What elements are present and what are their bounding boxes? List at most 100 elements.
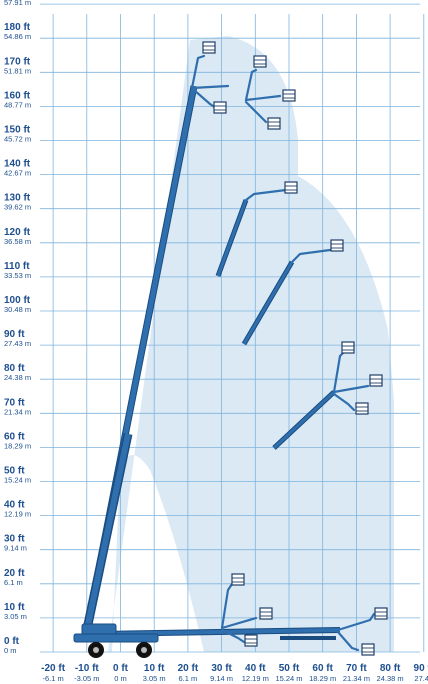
basket-body	[282, 89, 296, 102]
lift-machine	[73, 623, 159, 658]
x-tick-label-m: 18.29 m	[309, 674, 336, 683]
x-tick-label-m: 21.34 m	[343, 674, 370, 683]
x-tick-label-ft: -20 ft	[41, 663, 66, 674]
rear-wheel-hub	[141, 647, 147, 653]
y-tick-label-m: 21.34 m	[4, 407, 31, 416]
y-tick-label-ft: 140 ft	[4, 159, 31, 170]
y-tick-label-ft: 10 ft	[4, 602, 25, 613]
y-tick-label-m: 27.43 m	[4, 339, 31, 348]
jib-arm-120	[290, 248, 332, 264]
platform-basket-icon	[267, 117, 281, 130]
x-tick-label-ft: 40 ft	[245, 663, 266, 674]
basket-body	[231, 573, 245, 586]
jib-arm-ground-up	[220, 582, 234, 630]
platform-basket-icon	[282, 89, 296, 102]
y-tick-label-m: 48.77 m	[4, 100, 31, 109]
basket-body	[284, 181, 298, 194]
jib-arm-140	[244, 188, 288, 202]
y-tick-label-m: 54.86 m	[4, 32, 31, 41]
x-tick-label-m: 27.43	[414, 674, 428, 683]
jib-arm-ground-right	[220, 616, 258, 630]
y-tick-label-ft: 30 ft	[4, 534, 25, 545]
y-tick-label-m: 39.62 m	[4, 203, 31, 212]
boom-positions	[81, 54, 376, 652]
x-tick-label-ft: 80 ft	[380, 663, 401, 674]
platform-basket-icon	[355, 402, 369, 415]
jib-arm-far-up	[336, 612, 376, 632]
y-tick-label-ft: 60 ft	[4, 431, 25, 442]
y-tick-label-m: 51.81 m	[4, 66, 31, 75]
jib-arm-top-up	[190, 54, 206, 90]
basket-body	[374, 607, 388, 620]
x-tick-label-m: 9.14 m	[210, 674, 233, 683]
y-tick-label-ft: 20 ft	[4, 568, 25, 579]
basket-body	[361, 643, 375, 656]
platform-basket-icon	[361, 643, 375, 656]
x-axis-labels: -20 ft-6.1 m -10 ft-3.05 m 0 ft0 m 10 ft3.0…	[41, 663, 428, 683]
boom-position-80ft-fill	[272, 390, 336, 450]
jib-arm-170-down	[244, 100, 268, 124]
y-tick-label-m: 42.67 m	[4, 169, 31, 178]
basket-body	[330, 239, 344, 252]
y-tick-label-ft: 50 ft	[4, 466, 25, 477]
jib-arm-170-up	[244, 68, 258, 102]
main-boom-lower-section-fill	[83, 433, 131, 635]
y-axis-labels: 0 ft0 m 10 ft3.05 m 20 ft6.1 m 30 ft9.14 m 4…	[4, 0, 31, 655]
x-tick-label-ft: -10 ft	[75, 663, 100, 674]
y-tick-label-m: 24.38 m	[4, 373, 31, 382]
jib-arm-top-right	[190, 84, 230, 90]
y-tick-label-ft: 100 ft	[4, 295, 31, 306]
y-tick-label-m: 36.58 m	[4, 237, 31, 246]
y-tick-label-m: 12.19 m	[4, 510, 31, 519]
y-tick-label-ft: 150 ft	[4, 125, 31, 136]
y-tick-label-ft: 80 ft	[4, 363, 25, 374]
platform-basket-icon	[259, 607, 273, 620]
horizontal-boom	[99, 628, 341, 636]
y-tick-label-m: 30.48 m	[4, 305, 31, 314]
y-tick-label-m: 15.24 m	[4, 476, 31, 485]
platform-basket-icon	[374, 607, 388, 620]
platform-basket-icon	[202, 41, 216, 54]
front-wheel-hub	[93, 647, 99, 653]
y-tick-label-m: 57.91 m	[4, 0, 31, 7]
y-tick-label-ft: 120 ft	[4, 227, 31, 238]
x-tick-label-ft: 0 ft	[113, 663, 129, 674]
y-tick-label-m: 45.72 m	[4, 135, 31, 144]
boom-position-140ft-fill	[216, 199, 248, 277]
y-tick-label-ft: 0 ft	[4, 636, 20, 647]
platform-basket-icon	[284, 181, 298, 194]
x-tick-label-m: 24.38 m	[377, 674, 404, 683]
jib-arm-ground-down	[220, 628, 246, 644]
x-tick-label-m: 6.1 m	[179, 674, 198, 683]
y-tick-label-ft: 160 ft	[4, 90, 31, 101]
y-tick-label-m: 3.05 m	[4, 612, 27, 621]
platform-basket-icon	[330, 239, 344, 252]
x-tick-label-m: -3.05 m	[74, 674, 99, 683]
y-tick-label-m: 33.53 m	[4, 271, 31, 280]
platform-baskets	[202, 41, 388, 656]
x-tick-label-ft: 60 ft	[312, 663, 333, 674]
y-tick-label-ft: 40 ft	[4, 500, 25, 511]
x-tick-label-ft: 70 ft	[346, 663, 367, 674]
basket-body	[355, 402, 369, 415]
y-tick-label-ft: 170 ft	[4, 56, 31, 67]
basket-body	[341, 341, 355, 354]
basket-body	[244, 634, 258, 647]
machine-base	[73, 633, 159, 643]
y-tick-label-ft: 130 ft	[4, 193, 31, 204]
x-tick-label-m: 3.05 m	[143, 674, 166, 683]
x-tick-label-m: 12.19 m	[242, 674, 269, 683]
platform-basket-icon	[213, 101, 227, 114]
y-tick-label-m: 9.14 m	[4, 544, 27, 553]
jib-arm-far-down	[336, 630, 360, 652]
y-tick-label-m: 0 m	[4, 646, 17, 655]
y-tick-label-ft: 180 ft	[4, 22, 31, 33]
basket-body	[253, 55, 267, 68]
platform-basket-icon	[369, 374, 383, 387]
x-tick-label-m: 0 m	[114, 674, 127, 683]
x-tick-label-m: -6.1 m	[42, 674, 63, 683]
y-tick-label-m: 6.1 m	[4, 578, 23, 587]
platform-basket-icon	[231, 573, 245, 586]
x-tick-label-ft: 10 ft	[144, 663, 165, 674]
x-tick-label-ft: 30 ft	[211, 663, 232, 674]
